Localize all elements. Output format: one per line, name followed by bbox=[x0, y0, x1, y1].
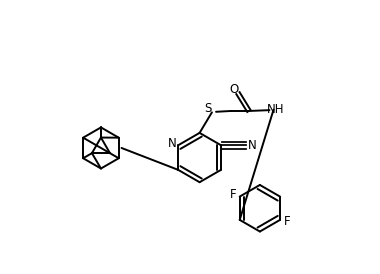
Text: NH: NH bbox=[267, 103, 284, 116]
Text: F: F bbox=[283, 215, 290, 228]
Text: N: N bbox=[247, 139, 256, 152]
Text: N: N bbox=[168, 136, 177, 150]
Text: S: S bbox=[205, 102, 212, 115]
Text: O: O bbox=[229, 83, 239, 96]
Text: F: F bbox=[230, 188, 236, 201]
